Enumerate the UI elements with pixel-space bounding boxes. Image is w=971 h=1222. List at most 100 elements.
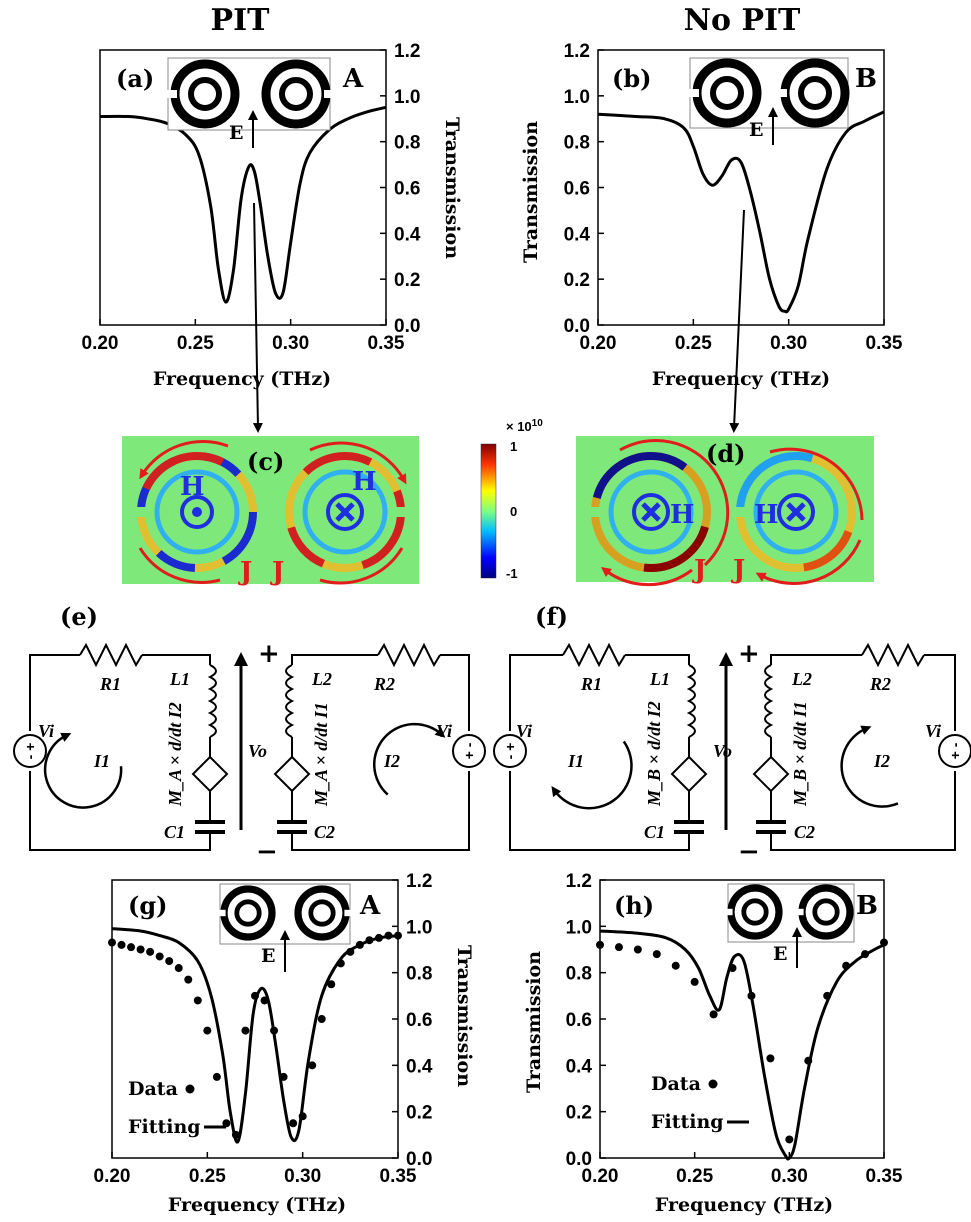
inductor-l1-e bbox=[207, 664, 217, 738]
structure-inset-g: E bbox=[217, 883, 353, 972]
y-tick-label: 0.4 bbox=[406, 1056, 433, 1077]
fitting-curve-h bbox=[599, 929, 885, 1161]
y-tick-label: 0.4 bbox=[564, 224, 591, 245]
y-tick-label: 0.6 bbox=[566, 1010, 592, 1031]
label-i1-f: I1 bbox=[567, 751, 584, 771]
label-vi-f-left: Vi bbox=[516, 721, 532, 741]
j-label-c-left: J bbox=[238, 557, 252, 587]
data-point bbox=[136, 945, 145, 954]
label-vo-f: Vo bbox=[713, 741, 732, 761]
dependent-source-f-left bbox=[670, 755, 708, 793]
data-point bbox=[212, 1072, 221, 1081]
y-tick-label: 1.0 bbox=[406, 917, 432, 938]
legend-data-marker-g bbox=[185, 1084, 195, 1094]
x-tick-label: 0.35 bbox=[380, 1166, 417, 1187]
data-point bbox=[861, 950, 870, 959]
y-tick-label: 0.6 bbox=[564, 179, 590, 200]
transmission-curve-a bbox=[99, 105, 387, 304]
label-vi-e-left: Vi bbox=[38, 721, 54, 741]
label-r2-e: R2 bbox=[373, 674, 395, 694]
x-ticks-g: 0.20 0.25 0.30 0.35 bbox=[94, 1152, 417, 1187]
colorbar-tick-min: -1 bbox=[506, 566, 518, 581]
data-point bbox=[690, 977, 699, 986]
label-l2-e: L2 bbox=[311, 669, 332, 689]
svg-text:+ -: + - bbox=[461, 742, 477, 759]
loop-arrow-i1-e bbox=[43, 732, 123, 809]
label-i1-e: I1 bbox=[93, 751, 110, 771]
y-tick-label: 0.8 bbox=[394, 133, 420, 154]
voltage-source-e-left bbox=[13, 734, 47, 768]
y-tick-label: 0.2 bbox=[394, 270, 420, 291]
data-point bbox=[346, 947, 355, 956]
current-arrow-d-left-tail bbox=[601, 566, 693, 587]
y-tick-label: 1.2 bbox=[566, 871, 592, 892]
j-label-d-left: J bbox=[692, 555, 706, 585]
data-point bbox=[823, 991, 832, 1000]
x-tick-label: 0.25 bbox=[189, 1166, 226, 1187]
y-tick-label: 1.2 bbox=[394, 41, 420, 62]
dependent-source-e-left bbox=[191, 755, 229, 793]
legend-fitting-g: Fitting bbox=[128, 1116, 201, 1138]
label-i2-e: I2 bbox=[383, 751, 400, 771]
label-l1-f: L1 bbox=[649, 669, 670, 689]
loop-arrow-i2-e bbox=[373, 722, 446, 796]
legend-fitting-h: Fitting bbox=[651, 1111, 724, 1133]
h-label-c-left: H bbox=[180, 472, 205, 502]
j-label-d-right: J bbox=[731, 555, 745, 585]
y-ticks-g: 0.0 0.2 0.4 0.6 0.8 1.0 1.2 bbox=[392, 871, 433, 1170]
y-tick-label: 1.0 bbox=[564, 87, 590, 108]
y-tick-label: 0.2 bbox=[564, 270, 590, 291]
x-tick-label: 0.25 bbox=[676, 1166, 713, 1187]
data-point bbox=[747, 991, 756, 1000]
y-tick-label: 0.2 bbox=[406, 1103, 432, 1124]
colorbar-exponent: × 1010 bbox=[506, 418, 543, 434]
data-point bbox=[384, 931, 393, 940]
label-vi-e-right: Vi bbox=[436, 721, 452, 741]
h-label-d-left: H bbox=[670, 500, 695, 530]
label-c2-e: C2 bbox=[314, 822, 335, 842]
data-point bbox=[241, 1026, 250, 1035]
legend-data-g: Data bbox=[128, 1078, 178, 1100]
panel-label-d: (d) bbox=[706, 439, 746, 468]
data-point bbox=[146, 947, 155, 956]
data-point bbox=[155, 952, 164, 961]
y-tick-label: 0.8 bbox=[566, 964, 592, 985]
panel-label-c: (c) bbox=[247, 447, 284, 476]
data-point bbox=[193, 996, 202, 1005]
panel-label-h: (h) bbox=[614, 891, 654, 920]
data-point bbox=[279, 1072, 288, 1081]
x-tick-label: 0.35 bbox=[866, 333, 903, 354]
ylabel-a: Transmission bbox=[441, 117, 463, 259]
data-point bbox=[251, 991, 259, 1000]
structure-label-a: A bbox=[342, 64, 364, 94]
xlabel-a: Frequency (THz) bbox=[153, 368, 331, 390]
current-arrow-c-left-bottom bbox=[138, 547, 221, 584]
resistor-r1-f bbox=[562, 642, 626, 668]
current-arrow-c-right-bottom bbox=[319, 547, 404, 585]
expr-f-left: M_B × d/dt I2 bbox=[644, 701, 664, 807]
y-tick-label: 0.8 bbox=[564, 133, 590, 154]
colorbar-gradient bbox=[480, 443, 497, 579]
transmission-curve-b bbox=[597, 110, 885, 314]
label-plus-e: + bbox=[258, 639, 280, 669]
data-point bbox=[336, 959, 345, 968]
title-no-pit: No PIT bbox=[684, 3, 801, 38]
x-ticks-b: 0.20 0.25 0.30 0.35 bbox=[580, 319, 903, 354]
data-point bbox=[184, 975, 193, 984]
data-point bbox=[785, 1135, 794, 1144]
panel-g: 0.20 0.25 0.30 0.35 0.0 0.2 0.4 0.6 0.8 1.0 1.2 (… bbox=[94, 871, 475, 1216]
structure-label-b: B bbox=[855, 64, 877, 94]
expr-e-right: M_A × d/dt I1 bbox=[311, 702, 331, 807]
y-tick-label: 0.6 bbox=[394, 179, 420, 200]
data-point bbox=[165, 957, 174, 966]
data-point bbox=[260, 996, 269, 1005]
structure-inset-h: E bbox=[724, 883, 855, 968]
resistor-r2-e bbox=[377, 642, 441, 668]
e-field-label-g: E bbox=[261, 945, 275, 967]
colorbar-tick-max: 1 bbox=[510, 439, 517, 454]
loop-arrow-i2-f bbox=[840, 725, 899, 808]
data-point bbox=[633, 945, 642, 954]
svg-text:- +: - + bbox=[22, 743, 38, 760]
inductor-l2-e bbox=[285, 664, 295, 738]
panel-h: 0.20 0.25 0.30 0.35 0.0 0.2 0.4 0.6 0.8 1.0 1.2 (… bbox=[523, 871, 903, 1216]
